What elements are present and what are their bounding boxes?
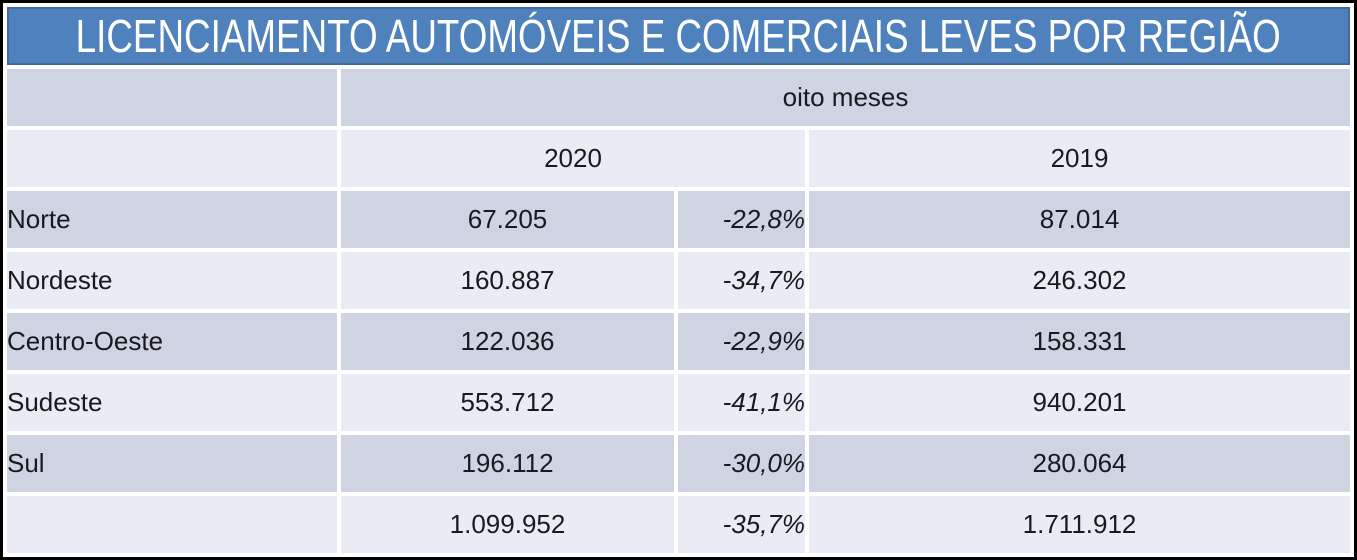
title-bar: LICENCIAMENTO AUTOMÓVEIS E COMERCIAIS LE… — [7, 7, 1350, 65]
variation-value: -30,0% — [678, 435, 805, 492]
value-2019: 940.201 — [809, 374, 1351, 431]
period-header-row: oito meses — [7, 69, 1351, 126]
region-label: Sul — [7, 435, 337, 492]
region-label: Norte — [7, 191, 337, 248]
period-header: oito meses — [341, 69, 1351, 126]
table-row-sul: Sul 196.112 -30,0% 280.064 — [7, 435, 1351, 492]
variation-value: -41,1% — [678, 374, 805, 431]
variation-value: -22,8% — [678, 191, 805, 248]
value-2020: 160.887 — [341, 252, 674, 309]
corner-cell-years — [7, 130, 337, 187]
region-label: Sudeste — [7, 374, 337, 431]
variation-value: -22,9% — [678, 313, 805, 370]
value-2020: 67.205 — [341, 191, 674, 248]
table-row-centro-oeste: Centro-Oeste 122.036 -22,9% 158.331 — [7, 313, 1351, 370]
total-value-2019: 1.711.912 — [809, 496, 1351, 553]
licensing-table: oito meses 2020 2019 Norte 67.205 -22,8%… — [3, 65, 1354, 557]
value-2019: 87.014 — [809, 191, 1351, 248]
total-region-cell — [7, 496, 337, 553]
table-row-nordeste: Nordeste 160.887 -34,7% 246.302 — [7, 252, 1351, 309]
total-variation: -35,7% — [678, 496, 805, 553]
region-label: Centro-Oeste — [7, 313, 337, 370]
table-row-norte: Norte 67.205 -22,8% 87.014 — [7, 191, 1351, 248]
table-row-total: 1.099.952 -35,7% 1.711.912 — [7, 496, 1351, 553]
value-2019: 280.064 — [809, 435, 1351, 492]
page-title: LICENCIAMENTO AUTOMÓVEIS E COMERCIAIS LE… — [75, 10, 1282, 62]
year-header-row: 2020 2019 — [7, 130, 1351, 187]
region-label: Nordeste — [7, 252, 337, 309]
col-header-2019: 2019 — [809, 130, 1351, 187]
variation-value: -34,7% — [678, 252, 805, 309]
value-2020: 196.112 — [341, 435, 674, 492]
value-2019: 158.331 — [809, 313, 1351, 370]
corner-cell-top — [7, 69, 337, 126]
col-header-2020: 2020 — [341, 130, 805, 187]
value-2020: 553.712 — [341, 374, 674, 431]
total-value-2020: 1.099.952 — [341, 496, 674, 553]
value-2020: 122.036 — [341, 313, 674, 370]
table-row-sudeste: Sudeste 553.712 -41,1% 940.201 — [7, 374, 1351, 431]
value-2019: 246.302 — [809, 252, 1351, 309]
